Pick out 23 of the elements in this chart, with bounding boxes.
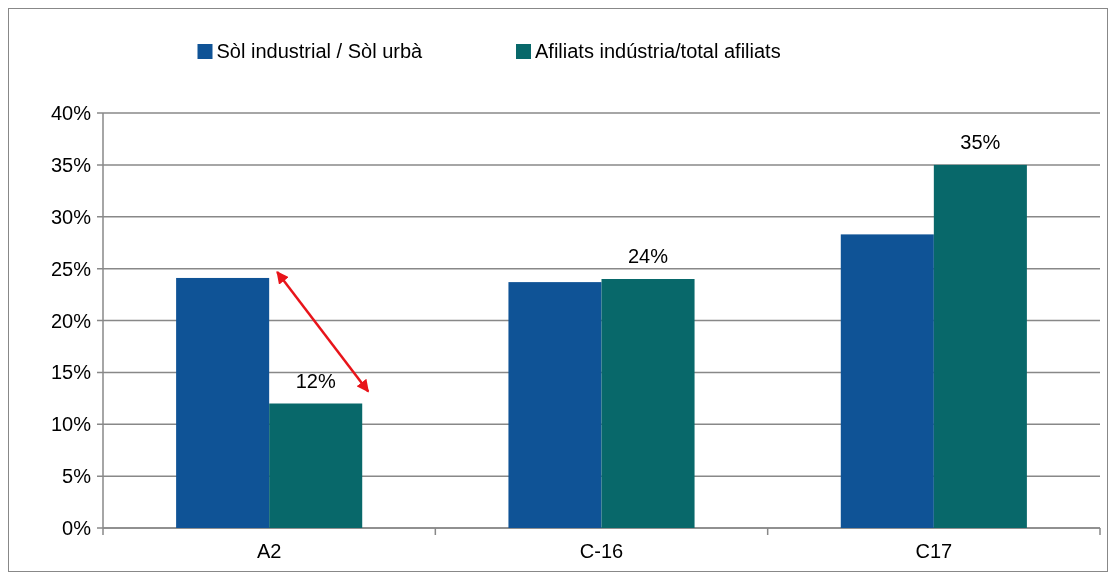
y-tick-label: 35% <box>50 153 92 176</box>
y-tick-label: 40% <box>50 102 92 124</box>
y-tick-label: 10% <box>50 413 92 436</box>
y-tick-label: 5% <box>62 465 92 488</box>
bar <box>933 164 1027 528</box>
bar <box>601 279 695 528</box>
x-tick-label: A2 <box>256 540 282 562</box>
bar <box>176 277 270 528</box>
bar <box>508 282 602 528</box>
bar <box>840 234 934 528</box>
legend-label: Sòl industrial / Sòl urbà <box>216 40 424 62</box>
y-tick-label: 25% <box>50 257 92 280</box>
y-tick-label: 30% <box>50 205 92 228</box>
legend-label: Afiliats indústria/total afiliats <box>535 40 781 62</box>
y-tick-label: 15% <box>50 361 92 384</box>
x-tick-label: C17 <box>915 540 953 562</box>
x-tick-label: C-16 <box>579 540 624 562</box>
y-tick-label: 0% <box>62 517 92 539</box>
y-tick-label: 20% <box>50 309 92 332</box>
data-label: 24% <box>628 245 669 267</box>
bar <box>269 403 363 528</box>
data-label: 12% <box>295 369 336 392</box>
data-label: 35% <box>960 130 1001 153</box>
